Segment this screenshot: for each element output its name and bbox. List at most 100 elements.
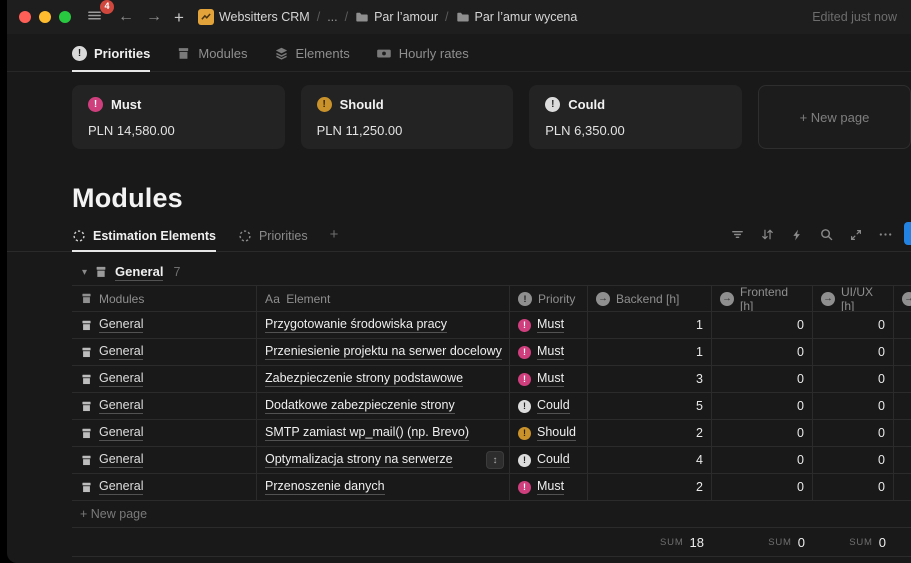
view-tab-estimation-elements[interactable]: Estimation Elements [72,229,216,252]
frontend-hours-cell[interactable]: 0 [712,312,813,338]
column-header-modules[interactable]: Modules [72,286,257,311]
element-cell[interactable]: SMTP zamiast wp_mail() (np. Brevo) [257,420,510,446]
tab-elements[interactable]: Elements [274,46,350,71]
module-cell[interactable]: General [72,447,257,473]
tab-modules[interactable]: Modules [176,46,248,71]
priority-link[interactable]: Should [537,425,576,441]
priority-link[interactable]: Must [537,344,565,360]
frontend-hours-cell[interactable]: 0 [712,447,813,473]
group-name[interactable]: General [115,263,164,281]
uiux-sum[interactable]: SUM 0 [813,535,894,550]
group-header-general[interactable]: ▾ General 7 [82,259,911,285]
module-cell[interactable]: General [72,474,257,500]
element-title[interactable]: Dodatkowe zabezpieczenie strony [265,398,455,414]
module-link[interactable]: General [99,452,144,468]
zoom-window-button[interactable] [59,11,71,23]
module-link[interactable]: General [99,398,144,414]
module-cell[interactable]: General [72,393,257,419]
frontend-sum[interactable]: SUM 0 [712,535,813,550]
module-link[interactable]: General [99,317,144,333]
backend-hours-cell[interactable]: 3 [588,366,712,392]
column-header-uiux[interactable]: → UI/UX [h] [813,286,894,311]
frontend-hours-cell[interactable]: 0 [712,420,813,446]
priority-link[interactable]: Could [537,452,570,468]
module-link[interactable]: General [99,479,144,495]
module-link[interactable]: General [99,371,144,387]
priority-cell[interactable]: ! Should [510,420,588,446]
backend-hours-cell[interactable]: 2 [588,420,712,446]
uiux-hours-cell[interactable]: 0 [813,474,894,500]
backend-hours-cell[interactable]: 2 [588,474,712,500]
add-view-button[interactable]: + [329,226,339,243]
uiux-hours-cell[interactable]: 0 [813,420,894,446]
new-record-button[interactable] [904,222,911,245]
new-row-button[interactable]: + New page [72,501,911,527]
priority-cell[interactable]: ! Must [510,366,588,392]
tab-hourly-rates[interactable]: Hourly rates [376,46,469,71]
element-cell[interactable]: Przenoszenie danych [257,474,510,500]
module-link[interactable]: General [99,425,144,441]
priority-cell[interactable]: ! Must [510,312,588,338]
column-header-backend[interactable]: → Backend [h] [588,286,712,311]
element-title[interactable]: Przeniesienie projektu na serwer docelow… [265,344,502,360]
card-should[interactable]: ! Should PLN 11,250.00 [300,85,514,149]
breadcrumb-workspace[interactable]: Websitters CRM [197,9,310,25]
expand-icon[interactable] [849,228,863,242]
filter-icon[interactable] [730,227,745,242]
uiux-hours-cell[interactable]: 0 [813,393,894,419]
backend-hours-cell[interactable]: 1 [588,339,712,365]
priority-cell[interactable]: ! Could [510,393,588,419]
element-cell[interactable]: Dodatkowe zabezpieczenie strony [257,393,510,419]
frontend-hours-cell[interactable]: 0 [712,474,813,500]
uiux-hours-cell[interactable]: 0 [813,447,894,473]
forward-button[interactable]: → [146,8,162,25]
column-header-element[interactable]: Aa Element [257,286,510,311]
frontend-hours-cell[interactable]: 0 [712,366,813,392]
module-cell[interactable]: General [72,312,257,338]
back-button[interactable]: ← [118,8,134,25]
priority-cell[interactable]: ! Must [510,339,588,365]
view-tab-priorities[interactable]: Priorities [238,229,308,251]
card-must[interactable]: ! Must PLN 14,580.00 [72,85,285,149]
priority-cell[interactable]: ! Could [510,447,588,473]
element-cell[interactable]: Przygotowanie środowiska pracy [257,312,510,338]
new-page-card[interactable]: + New page [757,85,911,149]
element-title[interactable]: Zabezpieczenie strony podstawowe [265,371,464,387]
card-could[interactable]: ! Could PLN 6,350.00 [529,85,742,149]
minimize-window-button[interactable] [39,11,51,23]
module-cell[interactable]: General [72,420,257,446]
element-cell[interactable]: Optymalizacja strony na serwerze ↕ [257,447,510,473]
element-cell[interactable]: Zabezpieczenie strony podstawowe [257,366,510,392]
breadcrumb-current-page[interactable]: Par l’amur wycena [456,10,577,24]
priority-link[interactable]: Must [537,317,565,333]
collapse-triangle-icon[interactable]: ▾ [82,266,88,278]
search-icon[interactable] [819,227,834,242]
element-title[interactable]: Przygotowanie środowiska pracy [265,317,448,333]
module-cell[interactable]: General [72,366,257,392]
backend-sum[interactable]: SUM 18 [588,535,712,550]
priority-link[interactable]: Could [537,398,570,414]
priority-cell[interactable]: ! Must [510,474,588,500]
breadcrumb-parent-page[interactable]: Par l’amour [355,10,438,24]
element-title[interactable]: Przenoszenie danych [265,479,385,495]
uiux-hours-cell[interactable]: 0 [813,366,894,392]
close-window-button[interactable] [19,11,31,23]
column-header-frontend[interactable]: → Frontend [h] [712,286,813,311]
automation-icon[interactable] [790,228,804,242]
breadcrumb-ellipsis[interactable]: ... [327,10,338,24]
column-header-priority[interactable]: ! Priority [510,286,588,311]
element-title[interactable]: SMTP zamiast wp_mail() (np. Brevo) [265,425,469,441]
uiux-hours-cell[interactable]: 0 [813,312,894,338]
backend-hours-cell[interactable]: 1 [588,312,712,338]
frontend-hours-cell[interactable]: 0 [712,393,813,419]
backend-hours-cell[interactable]: 5 [588,393,712,419]
column-header-clipped[interactable]: → [894,286,911,311]
sort-icon[interactable] [760,227,775,242]
element-title[interactable]: Optymalizacja strony na serwerze [265,452,453,468]
frontend-hours-cell[interactable]: 0 [712,339,813,365]
priority-link[interactable]: Must [537,479,565,495]
module-cell[interactable]: General [72,339,257,365]
row-expand-button[interactable]: ↕ [486,451,504,469]
backend-hours-cell[interactable]: 4 [588,447,712,473]
uiux-hours-cell[interactable]: 0 [813,339,894,365]
